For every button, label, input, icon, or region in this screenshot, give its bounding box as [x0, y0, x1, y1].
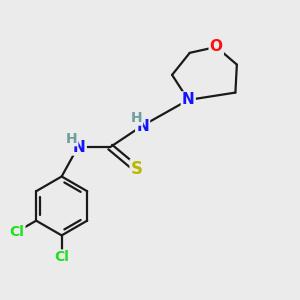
Text: S: S [131, 160, 143, 178]
Text: O: O [210, 39, 223, 54]
Text: H: H [66, 132, 78, 145]
Text: N: N [73, 140, 86, 154]
Text: Cl: Cl [54, 250, 69, 265]
Text: N: N [182, 92, 195, 107]
Text: Cl: Cl [10, 225, 25, 239]
Text: N: N [136, 119, 149, 134]
Text: H: H [131, 111, 142, 125]
